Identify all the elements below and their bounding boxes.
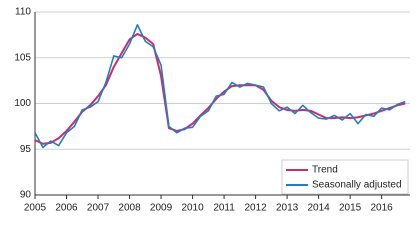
- x-tick-label: 2012: [244, 203, 267, 214]
- legend-box: [281, 159, 409, 195]
- series-line: [34, 32, 406, 145]
- x-tick-label: 2007: [87, 203, 110, 214]
- x-tick-label: 2008: [118, 203, 141, 214]
- y-tick-label: 105: [14, 52, 31, 63]
- x-tick-label: 2006: [55, 203, 78, 214]
- legend-label: Seasonally adjusted: [312, 180, 402, 191]
- x-tick-label: 2015: [339, 203, 362, 214]
- x-tick-label: 2010: [181, 203, 204, 214]
- chart: 90 95 100 105 110 2005 2006 2007 2008 2009 2010 201…: [14, 7, 410, 214]
- y-tick-label: 110: [15, 7, 31, 18]
- x-tick-label: 2013: [276, 203, 299, 214]
- series-line: [34, 24, 406, 149]
- x-tick-label: 2005: [24, 203, 47, 214]
- y-tick-label: 100: [14, 98, 31, 109]
- x-tick-label: 2016: [371, 203, 394, 214]
- legend-label: Trend: [312, 165, 338, 176]
- y-tick-label: 95: [20, 144, 32, 155]
- y-tick-label: 90: [20, 190, 32, 201]
- x-tick-label: 2014: [307, 203, 330, 214]
- x-tick-label: 2009: [150, 203, 173, 214]
- x-tick-label: 2011: [213, 203, 235, 214]
